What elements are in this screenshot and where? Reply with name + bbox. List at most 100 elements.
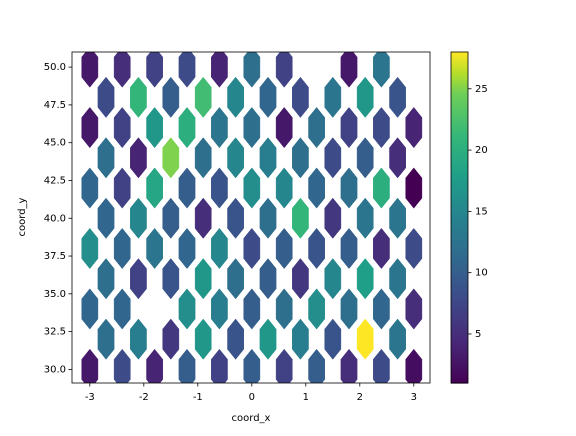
colorbar-step — [451, 261, 468, 265]
hex-bin — [324, 318, 342, 360]
hex-bin — [130, 137, 147, 179]
hex-bin — [146, 52, 163, 88]
colorbar-step — [451, 154, 468, 158]
colorbar-step — [451, 145, 468, 150]
colorbar-step — [451, 245, 468, 249]
hex-bin — [243, 348, 261, 383]
hex-bin — [308, 107, 325, 149]
colorbar-step — [451, 275, 468, 279]
colorbar-step — [451, 98, 468, 103]
hex-bin — [162, 318, 180, 360]
hex-bin — [324, 76, 342, 118]
colorbar-tick-label: 5 — [475, 329, 481, 340]
colorbar-step — [451, 195, 468, 199]
colorbar-step — [451, 151, 468, 155]
colorbar-step — [451, 228, 468, 232]
hex-bin — [211, 52, 228, 88]
colorbar-step — [451, 330, 468, 334]
colorbar-step — [451, 286, 468, 290]
colorbar-step — [451, 206, 468, 210]
colorbar-step — [451, 347, 468, 351]
hex-bin — [97, 197, 115, 239]
hex-bin — [292, 318, 309, 360]
hex-bin — [308, 227, 325, 270]
hex-bin — [97, 137, 115, 179]
hex-bin — [356, 137, 374, 179]
hex-bin — [259, 137, 277, 179]
hex-bin — [194, 76, 212, 118]
hex-bin — [162, 197, 180, 239]
hex-bin — [81, 107, 99, 149]
hex-bin — [211, 227, 228, 270]
colorbar-step — [451, 140, 468, 144]
colorbar-step — [451, 143, 468, 147]
colorbar-step — [451, 358, 468, 362]
hex-bin — [97, 76, 115, 118]
hex-bin — [356, 197, 374, 239]
hex-bin — [340, 52, 358, 88]
hex-bin — [178, 167, 196, 209]
colorbar-step — [451, 189, 468, 194]
hex-bin — [259, 197, 277, 239]
colorbar-step — [451, 192, 468, 197]
hex-bin — [113, 107, 131, 149]
hex-bin — [146, 107, 163, 149]
hex-bin — [405, 167, 423, 209]
x-tick-label: 1 — [303, 392, 309, 403]
y-tick-label: 50.0 — [44, 62, 66, 73]
colorbar-step — [451, 173, 468, 177]
plot-frame — [71, 51, 431, 384]
hex-bin — [308, 348, 325, 383]
hex-bin — [178, 288, 196, 330]
colorbar-step — [451, 71, 468, 75]
hex-bin — [292, 197, 309, 239]
colorbar-step — [451, 170, 468, 174]
hex-bin — [243, 107, 261, 149]
colorbar-step — [451, 52, 468, 56]
colorbar-step — [451, 107, 468, 111]
colorbar-step — [451, 267, 468, 271]
hex-layer — [81, 52, 423, 383]
colorbar-step — [451, 68, 468, 72]
colorbar-step — [451, 129, 468, 133]
colorbar-step — [451, 322, 468, 326]
hex-bin — [389, 197, 406, 239]
hex-bin — [130, 76, 147, 118]
colorbar-step — [451, 109, 468, 114]
colorbar-step — [451, 258, 468, 263]
colorbar-step — [451, 341, 468, 345]
hex-bin — [211, 348, 228, 383]
colorbar-step — [451, 63, 468, 67]
colorbar-step — [451, 374, 468, 379]
hex-bin — [308, 167, 325, 209]
colorbar-step — [451, 242, 468, 246]
colorbar-frame — [450, 51, 469, 384]
hex-bin — [405, 227, 423, 270]
hex-bin — [113, 167, 131, 209]
colorbar-step — [451, 250, 468, 254]
hex-bin — [211, 107, 228, 149]
hex-bin — [292, 258, 309, 300]
hex-bin — [275, 107, 293, 149]
colorbar-step — [451, 278, 468, 282]
colorbar-step — [451, 85, 468, 89]
colorbar-step — [451, 352, 468, 357]
hex-bin — [340, 107, 358, 149]
colorbar-step — [451, 220, 468, 224]
colorbar-step — [451, 76, 468, 81]
colorbar-step — [451, 60, 468, 64]
hex-bin — [405, 107, 423, 149]
colorbar-step — [451, 54, 468, 59]
y-tick-label: 35.0 — [44, 289, 66, 300]
hex-bin — [356, 318, 374, 360]
colorbar-step — [451, 314, 468, 318]
colorbar-step — [451, 211, 468, 216]
colorbar-step — [451, 325, 468, 329]
colorbar-step — [451, 57, 468, 61]
colorbar-step — [451, 167, 468, 172]
hex-bin — [130, 258, 147, 300]
colorbar-step — [451, 311, 468, 315]
colorbar-step — [451, 253, 468, 257]
colorbar-step — [451, 333, 468, 337]
colorbar-step — [451, 300, 468, 304]
